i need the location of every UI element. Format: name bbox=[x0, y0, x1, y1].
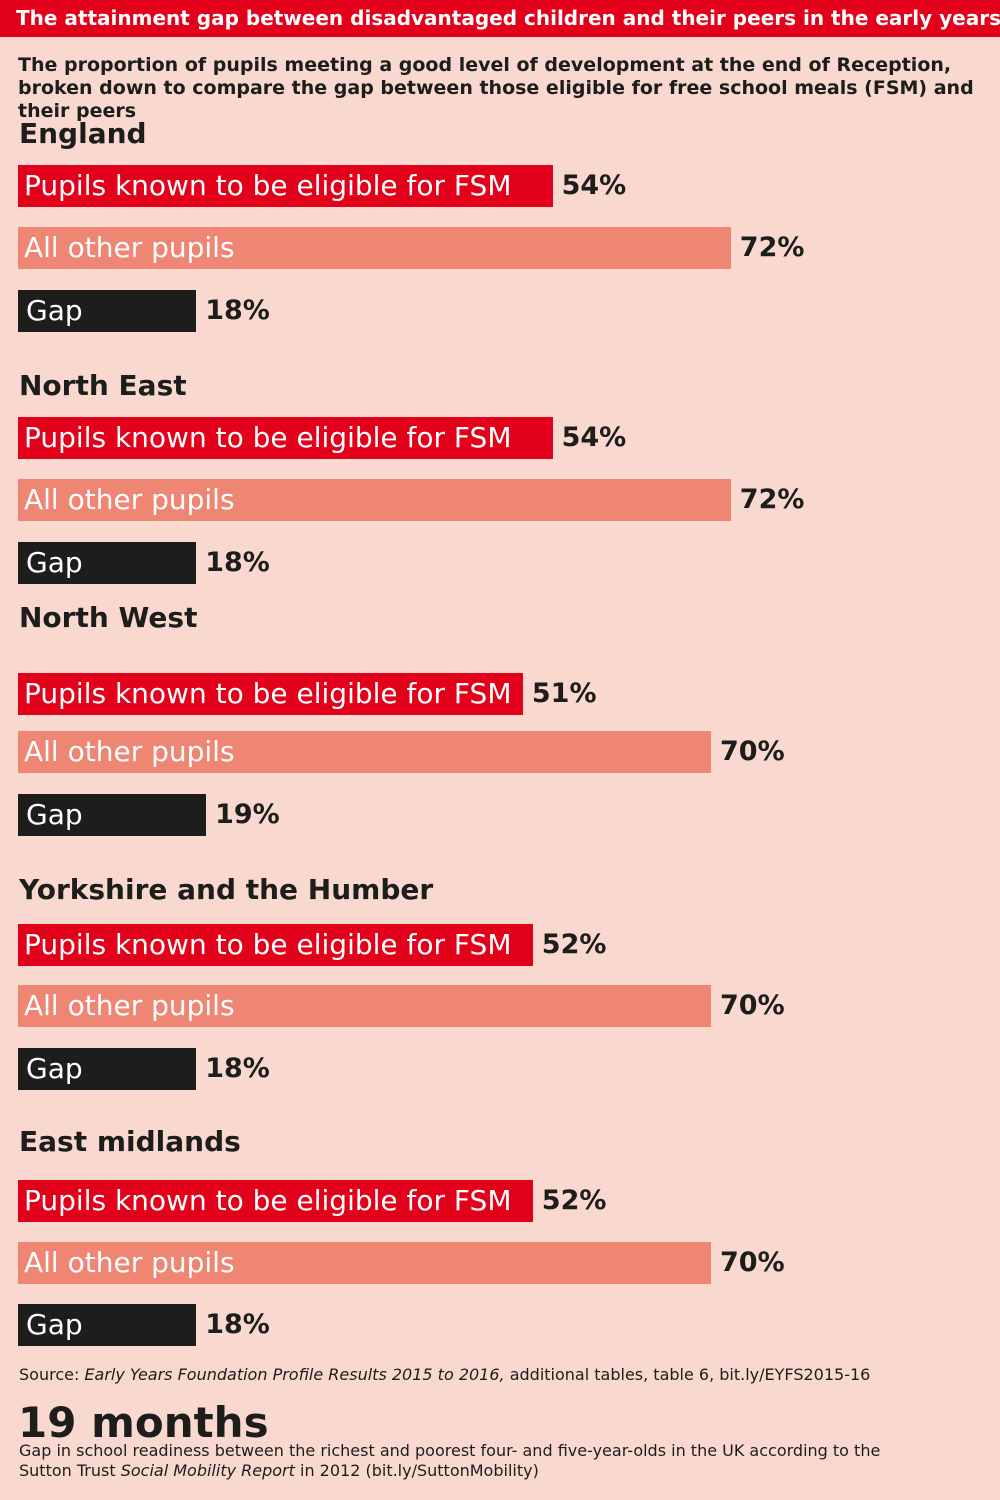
headline-stat: 19 months bbox=[18, 1398, 269, 1447]
source-rest: additional tables, table 6, bit.ly/EYFS2… bbox=[504, 1365, 871, 1384]
region-title-north-west: North West bbox=[19, 601, 198, 634]
value-label-fsm-east-midlands: 52% bbox=[541, 1185, 607, 1216]
bar-fsm-east-midlands: Pupils known to be eligible for FSM bbox=[18, 1180, 533, 1222]
bar-other-england: All other pupils bbox=[18, 227, 731, 269]
bar-other-yorkshire-and-the-humber: All other pupils bbox=[18, 985, 711, 1027]
value-label-fsm-yorkshire-and-the-humber: 52% bbox=[541, 929, 607, 960]
bar-fsm-england: Pupils known to be eligible for FSM bbox=[18, 165, 553, 207]
source-prefix: Source: bbox=[19, 1365, 85, 1384]
bar-fsm-north-west: Pupils known to be eligible for FSM bbox=[18, 673, 523, 715]
value-label-gap-england: 18% bbox=[205, 295, 270, 326]
value-label-other-east-midlands: 70% bbox=[720, 1247, 785, 1278]
region-title-north-east: North East bbox=[19, 369, 187, 402]
value-label-fsm-north-east: 54% bbox=[561, 422, 627, 453]
stat-text-before: Gap in school readiness between the rich… bbox=[19, 1441, 881, 1480]
value-label-other-north-east: 72% bbox=[739, 484, 805, 515]
bar-gap-north-east: Gap bbox=[18, 542, 197, 584]
bar-gap-england: Gap bbox=[18, 290, 197, 332]
value-label-fsm-england: 54% bbox=[561, 170, 627, 201]
bar-gap-yorkshire-and-the-humber: Gap bbox=[18, 1048, 197, 1090]
region-title-east-midlands: East midlands bbox=[19, 1125, 241, 1158]
bar-gap-north-west: Gap bbox=[18, 794, 207, 836]
value-label-gap-north-east: 18% bbox=[205, 547, 270, 578]
value-label-other-england: 72% bbox=[739, 232, 805, 263]
bar-other-east-midlands: All other pupils bbox=[18, 1242, 711, 1284]
region-title-yorkshire-and-the-humber: Yorkshire and the Humber bbox=[19, 873, 434, 906]
stat-text-italic: Social Mobility Report bbox=[120, 1461, 295, 1480]
source-title: Early Years Foundation Profile Results 2… bbox=[84, 1365, 505, 1384]
bar-fsm-yorkshire-and-the-humber: Pupils known to be eligible for FSM bbox=[18, 924, 533, 966]
value-label-other-north-west: 70% bbox=[720, 736, 785, 767]
source-note: Source: Early Years Foundation Profile R… bbox=[19, 1364, 979, 1386]
chart-title: The attainment gap between disadvantaged… bbox=[0, 0, 1000, 37]
chart-subtitle: The proportion of pupils meeting a good … bbox=[18, 54, 974, 122]
value-label-gap-east-midlands: 18% bbox=[205, 1309, 270, 1340]
bar-gap-east-midlands: Gap bbox=[18, 1304, 197, 1346]
stat-description: Gap in school readiness between the rich… bbox=[19, 1441, 919, 1481]
value-label-other-yorkshire-and-the-humber: 70% bbox=[720, 990, 785, 1021]
bar-fsm-north-east: Pupils known to be eligible for FSM bbox=[18, 417, 553, 459]
value-label-gap-north-west: 19% bbox=[215, 799, 280, 830]
bar-other-north-east: All other pupils bbox=[18, 479, 731, 521]
value-label-gap-yorkshire-and-the-humber: 18% bbox=[205, 1053, 270, 1084]
region-title-england: England bbox=[19, 117, 147, 150]
stat-text-after: in 2012 (bit.ly/SuttonMobility) bbox=[294, 1461, 539, 1480]
value-label-fsm-north-west: 51% bbox=[531, 678, 597, 709]
bar-other-north-west: All other pupils bbox=[18, 731, 711, 773]
